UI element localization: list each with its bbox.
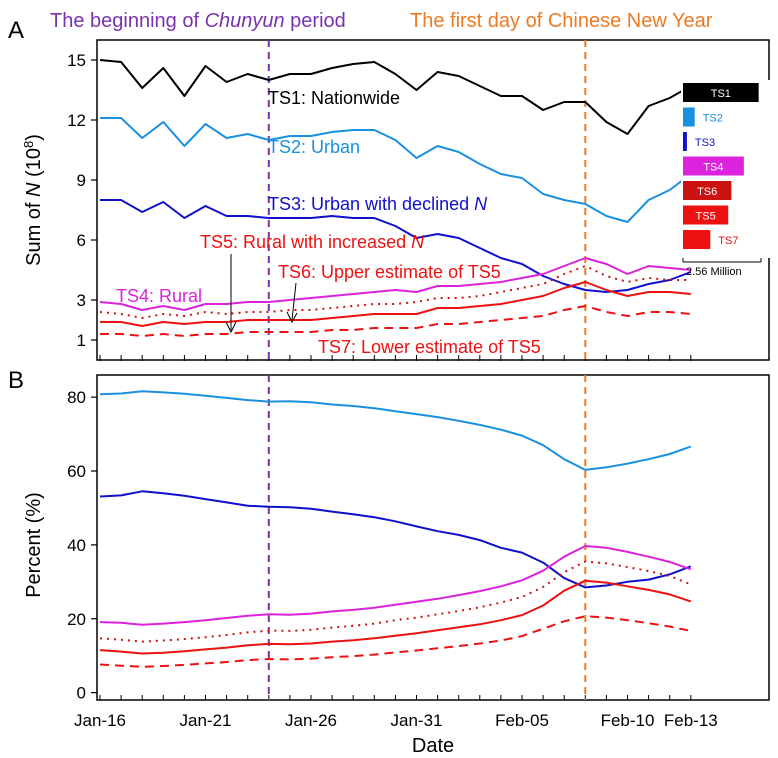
- panel-a-plot: 1 3 6 9 12 15: [67, 40, 692, 361]
- legend-label-ts3: TS3: [695, 137, 715, 149]
- legend-bar-ts4: [683, 156, 744, 176]
- panel-b-frame: [96, 374, 770, 701]
- panel-a-series-ts4: [99, 257, 691, 311]
- panel-a-ylabel: Sum of N (108): [21, 134, 45, 266]
- panel-b-xtick-label: Jan-31: [391, 711, 443, 730]
- legend-label-ts1: TS1: [711, 88, 731, 100]
- legend-bar-ts2: [683, 107, 695, 127]
- panel-b-xtick-label: Jan-21: [180, 711, 232, 730]
- panel-b-ytick-label: 0: [77, 684, 86, 703]
- ts5-arrow: [225, 254, 237, 334]
- panel-a-series-ts3: [100, 199, 692, 293]
- panel-b-series-ts6: [99, 560, 692, 643]
- panel-a-ytick-label: 15: [67, 51, 86, 70]
- legend-bar-ts3: [683, 132, 687, 151]
- legend-label-ts7: TS7: [718, 235, 738, 247]
- panel-b-ytick-label: 80: [67, 388, 86, 407]
- panel-a-series-ts7: [100, 305, 691, 337]
- legend-label-ts2: TS2: [703, 113, 723, 125]
- panel-b-series-ts7: [99, 615, 692, 668]
- panel-a-ytick-label: 3: [77, 291, 86, 310]
- panel-a-ytick-label: 1: [77, 331, 86, 350]
- panel-b-ytick-label: 40: [67, 536, 86, 555]
- legend-label-ts6: TS6: [697, 186, 717, 198]
- legend-bar-ts5: [683, 205, 729, 225]
- panel-b-plot: 0 20 40 60 80 Jan-16 Jan-21 Jan-26 Jan-31 Feb-05 F…: [67, 375, 718, 730]
- panel-a-series-ts2: [100, 117, 692, 223]
- ts4-annotation: TS4: Rural: [116, 286, 202, 306]
- panel-b-ytick-label: 20: [67, 610, 86, 629]
- panel-a-series-ts5: [100, 281, 691, 327]
- panel-b-xtick-label: Jan-26: [285, 711, 337, 730]
- ts3-annotation-prefix: TS3: Urban with declined: [268, 194, 474, 214]
- panel-b-series-ts3: [99, 490, 692, 589]
- new-year-header: The first day of Chinese New Year: [410, 10, 713, 32]
- panel-a-ylabel-close: ): [23, 134, 45, 141]
- panel-b-xtick-label: Feb-10: [601, 711, 655, 730]
- ts1-annotation: TS1: Nationwide: [268, 88, 400, 108]
- legend-bar-ts1: [683, 83, 759, 102]
- panel-b-xtick-label: Feb-13: [664, 711, 718, 730]
- panel-a-ytick-label: 9: [77, 171, 86, 190]
- legend-bar-ts6: [683, 181, 732, 200]
- ts5-annotation: TS5: Rural with increased N: [200, 232, 425, 252]
- panel-b-ytick-label: 60: [67, 462, 86, 481]
- ts3-annotation-italic: N: [474, 194, 488, 214]
- legend-scale-label: 2.56 Million: [686, 266, 742, 278]
- chunyun-header-prefix: The beginning of: [50, 10, 205, 32]
- panel-a-ylabel-suffix: (10: [23, 148, 45, 182]
- ts6-arrow: [286, 282, 298, 324]
- panel-b-xlabel: Date: [412, 735, 454, 757]
- panel-b-xtick-label: Jan-16: [74, 711, 126, 730]
- chunyun-header-suffix: period: [285, 10, 346, 32]
- legend-label-ts4: TS4: [703, 162, 723, 174]
- ts6-annotation: TS6: Upper estimate of TS5: [278, 262, 501, 282]
- ts5-annotation-prefix: TS5: Rural with increased: [200, 232, 411, 252]
- panel-b-label: B: [8, 367, 24, 394]
- panel-a-ytick-label: 12: [67, 111, 86, 130]
- chunyun-header-italic: Chunyun: [205, 10, 285, 32]
- legend-label-ts5: TS5: [696, 211, 716, 223]
- panel-a-series-ts6: [99, 265, 691, 319]
- panel-a-ylabel-italic: N: [23, 182, 45, 197]
- panel-a-ytick-label: 6: [77, 231, 86, 250]
- panel-a-label: A: [8, 17, 24, 44]
- ts5-annotation-italic: N: [411, 232, 425, 252]
- panel-a-series-ts1: [99, 59, 692, 135]
- panel-a-ylabel-sup: 8: [21, 141, 36, 148]
- panel-b-xtick-label: Feb-05: [495, 711, 549, 730]
- ts2-annotation: TS2: Urban: [268, 137, 360, 157]
- panel-b-ylabel: Percent (%): [23, 492, 45, 598]
- panel-a-ylabel-prefix: Sum of: [23, 197, 45, 266]
- panel-b-series-ts2: [99, 390, 692, 471]
- chunyun-header: The beginning of Chunyun period: [50, 10, 346, 32]
- panel-b-series-ts5: [99, 579, 692, 655]
- ts3-annotation: TS3: Urban with declined N: [268, 194, 488, 214]
- ts7-annotation: TS7: Lower estimate of TS5: [318, 337, 541, 357]
- legend-bar-ts7: [683, 230, 711, 249]
- panel-b-series-ts4: [99, 545, 692, 626]
